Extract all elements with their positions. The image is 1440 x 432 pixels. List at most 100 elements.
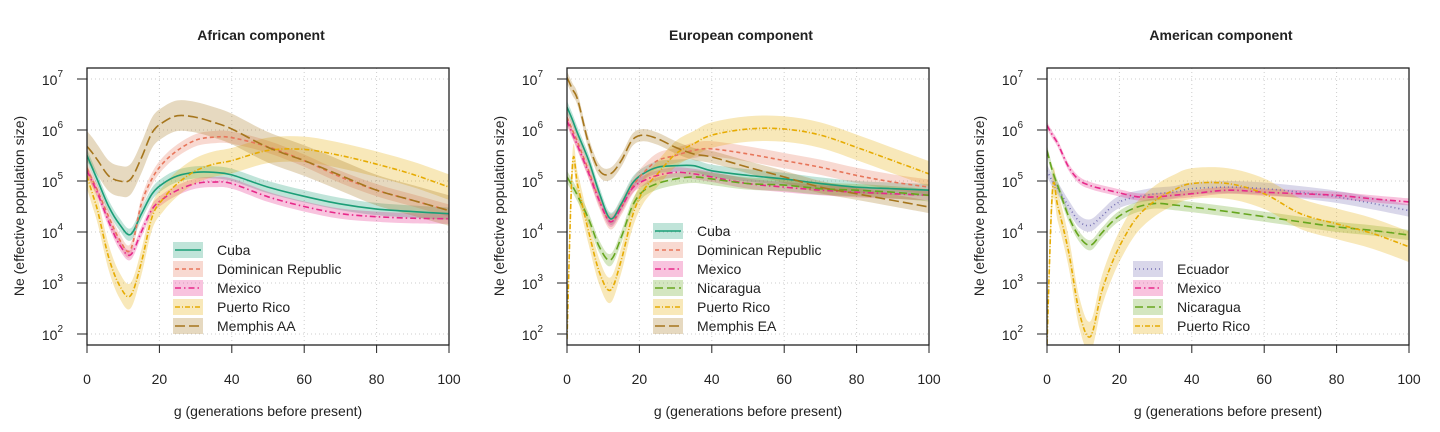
series-line-puerto-rico bbox=[567, 127, 929, 340]
y-tick-label: 103 bbox=[522, 273, 544, 292]
chart-title: European component bbox=[669, 27, 813, 43]
series-line-memphis-ea bbox=[567, 77, 929, 208]
y-tick-label: 106 bbox=[42, 120, 64, 139]
y-tick-exponent: 4 bbox=[1017, 222, 1023, 233]
y-tick-label: 107 bbox=[522, 69, 544, 88]
legend-swatch bbox=[1133, 280, 1163, 296]
x-tick-label: 0 bbox=[83, 371, 91, 387]
x-tick-label: 100 bbox=[437, 371, 461, 387]
y-tick-exponent: 3 bbox=[537, 273, 543, 284]
x-tick-label: 0 bbox=[1043, 371, 1051, 387]
x-tick-label: 60 bbox=[776, 371, 792, 387]
y-tick-exponent: 6 bbox=[537, 120, 543, 131]
y-tick-exponent: 2 bbox=[57, 324, 63, 335]
legend-swatch bbox=[653, 261, 683, 277]
y-tick-label: 102 bbox=[522, 324, 544, 343]
legend-swatch bbox=[173, 280, 203, 296]
y-tick-label: 107 bbox=[1002, 69, 1024, 88]
x-tick-label: 40 bbox=[1184, 371, 1200, 387]
series-line-mexico bbox=[87, 170, 449, 257]
y-tick-label: 102 bbox=[42, 324, 64, 343]
legend-label: Mexico bbox=[1177, 280, 1222, 296]
legend-label: Dominican Republic bbox=[217, 261, 342, 277]
chart-title: American component bbox=[1149, 27, 1292, 43]
legend: Ecuador Mexico Nicaragua Puerto Rico bbox=[1133, 261, 1250, 334]
plot-frame bbox=[566, 67, 930, 346]
legend-label: Mexico bbox=[217, 280, 262, 296]
y-tick-exponent: 5 bbox=[57, 171, 63, 182]
legend-swatch bbox=[653, 242, 683, 258]
y-tick-label: 105 bbox=[42, 171, 64, 190]
y-tick-label: 102 bbox=[1002, 324, 1024, 343]
x-tick-label: 100 bbox=[1397, 371, 1421, 387]
legend-label: Memphis AA bbox=[217, 318, 296, 334]
y-tick-exponent: 3 bbox=[57, 273, 63, 284]
series-line-cuba bbox=[87, 155, 449, 236]
x-tick-label: 100 bbox=[917, 371, 941, 387]
y-tick-label: 104 bbox=[1002, 222, 1024, 241]
legend-label: Dominican Republic bbox=[697, 242, 822, 258]
confidence-band-memphis-aa bbox=[87, 100, 449, 226]
panel-2: American component 0 20 40 60 80 100 102 103 104 1… bbox=[971, 27, 1421, 419]
y-tick-label: 104 bbox=[522, 222, 544, 241]
y-tick-exponent: 3 bbox=[1017, 273, 1023, 284]
x-tick-label: 20 bbox=[632, 371, 648, 387]
y-tick-exponent: 7 bbox=[537, 69, 543, 80]
y-tick-exponent: 2 bbox=[1017, 324, 1023, 335]
confidence-band-memphis-ea bbox=[567, 71, 929, 214]
x-axis-label: g (generations before present) bbox=[654, 403, 842, 419]
legend-label: Puerto Rico bbox=[217, 299, 290, 315]
series-line-puerto-rico bbox=[1047, 181, 1409, 345]
confidence-band-dominican-republic bbox=[567, 109, 929, 230]
x-axis-label: g (generations before present) bbox=[1134, 403, 1322, 419]
y-tick-exponent: 2 bbox=[537, 324, 543, 335]
confidence-band-nicaragua bbox=[567, 170, 929, 267]
y-axis-label: Ne (effective population size) bbox=[971, 116, 987, 296]
series-line-dominican-republic bbox=[567, 116, 929, 223]
series-line-puerto-rico bbox=[87, 148, 449, 298]
series-line-nicaragua bbox=[1047, 150, 1409, 247]
y-tick-label: 104 bbox=[42, 222, 64, 241]
y-axis-label: Ne (effective population size) bbox=[491, 116, 507, 296]
legend-label: Ecuador bbox=[1177, 261, 1229, 277]
y-tick-exponent: 4 bbox=[537, 222, 543, 233]
y-tick-exponent: 7 bbox=[1017, 69, 1023, 80]
x-tick-label: 20 bbox=[152, 371, 168, 387]
x-tick-label: 80 bbox=[369, 371, 385, 387]
chart-title: African component bbox=[197, 27, 325, 43]
legend-label: Puerto Rico bbox=[697, 299, 770, 315]
legend: Cuba Dominican Republic Mexico Puerto Rico M… bbox=[173, 242, 342, 334]
y-tick-label: 103 bbox=[1002, 273, 1024, 292]
y-tick-label: 107 bbox=[42, 69, 64, 88]
x-tick-label: 60 bbox=[1256, 371, 1272, 387]
panel-0: African component 0 20 40 60 80 100 102 103 104 10… bbox=[11, 27, 461, 419]
confidence-band-ecuador bbox=[1047, 164, 1409, 232]
legend-label: Puerto Rico bbox=[1177, 318, 1250, 334]
confidence-band-puerto-rico bbox=[1047, 167, 1409, 345]
y-tick-exponent: 4 bbox=[57, 222, 63, 233]
legend-label: Memphis EA bbox=[697, 318, 777, 334]
y-tick-label: 103 bbox=[42, 273, 64, 292]
plot-area bbox=[87, 100, 449, 310]
y-tick-exponent: 6 bbox=[57, 120, 63, 131]
series-line-mexico bbox=[1047, 125, 1409, 203]
x-tick-label: 0 bbox=[563, 371, 571, 387]
x-tick-label: 40 bbox=[704, 371, 720, 387]
x-axis-label: g (generations before present) bbox=[174, 403, 362, 419]
legend-swatch bbox=[173, 261, 203, 277]
y-tick-label: 106 bbox=[522, 120, 544, 139]
plot-area bbox=[567, 71, 929, 345]
x-tick-label: 80 bbox=[849, 371, 865, 387]
legend-label: Nicaragua bbox=[1177, 299, 1241, 315]
plot-frame bbox=[86, 67, 450, 346]
x-tick-label: 80 bbox=[1329, 371, 1345, 387]
legend-label: Nicaragua bbox=[697, 280, 761, 296]
plot-area bbox=[1047, 121, 1409, 345]
series-line-mexico bbox=[567, 120, 929, 223]
y-tick-label: 105 bbox=[522, 171, 544, 190]
confidence-band-mexico bbox=[1047, 121, 1409, 206]
y-tick-label: 106 bbox=[1002, 120, 1024, 139]
y-axis-label: Ne (effective population size) bbox=[11, 116, 27, 296]
legend-label: Cuba bbox=[697, 223, 731, 239]
